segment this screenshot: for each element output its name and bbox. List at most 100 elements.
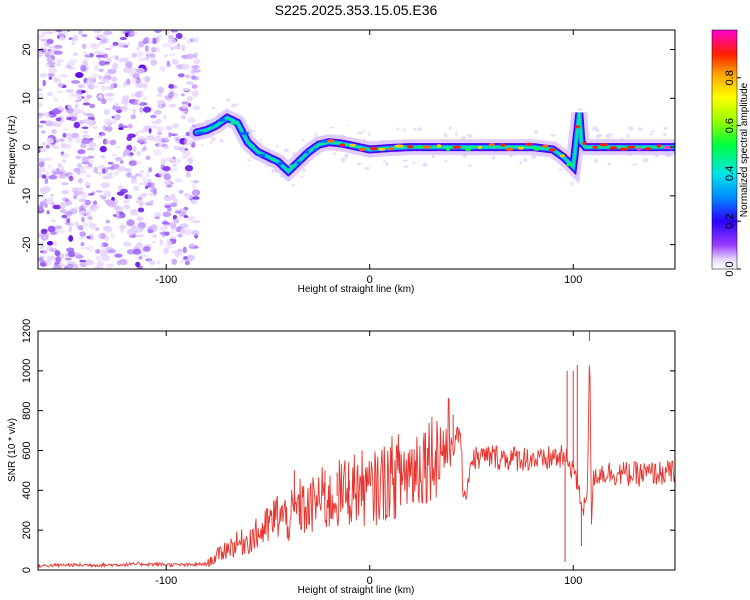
noise-blob	[80, 246, 89, 250]
noise-blob	[168, 131, 172, 138]
noise-blob	[259, 139, 263, 142]
noise-blob	[211, 106, 216, 109]
noise-blob	[161, 221, 169, 225]
y-tick-label: 10	[21, 92, 33, 104]
ridge-hotspot	[277, 162, 283, 166]
noise-blob	[156, 93, 163, 98]
noise-blob	[157, 135, 161, 140]
noise-blob	[169, 52, 176, 57]
noise-blob	[79, 205, 85, 212]
noise-blob	[169, 158, 176, 163]
noise-blob	[534, 130, 538, 134]
noise-blob	[443, 133, 448, 138]
noise-blob	[53, 50, 63, 55]
noise-blob	[47, 196, 54, 201]
snr-y-ticks: 0 200 400 600 800 1000 1200	[21, 319, 675, 573]
noise-blob	[50, 255, 56, 260]
noise-blob	[57, 82, 64, 88]
noise-blob	[118, 127, 124, 130]
noise-blob	[383, 160, 386, 163]
noise-blob	[54, 44, 63, 49]
noise-blob	[654, 155, 660, 157]
noise-blob	[161, 43, 171, 48]
noise-blob	[113, 102, 119, 107]
noise-blob	[119, 258, 128, 266]
noise-blob	[44, 31, 54, 35]
noise-blob	[45, 120, 54, 127]
noise-blob	[95, 205, 100, 209]
noise-blob	[44, 203, 48, 208]
noise-blob	[46, 57, 54, 63]
noise-blob	[184, 165, 194, 172]
ridge-hotspot	[500, 143, 506, 147]
noise-blob	[144, 45, 149, 52]
noise-blob	[131, 52, 138, 58]
noise-blob	[76, 224, 83, 230]
noise-blob	[159, 65, 166, 72]
noise-blob	[67, 250, 76, 258]
noise-blob	[38, 34, 43, 40]
noise-blob	[73, 52, 78, 56]
noise-blob	[107, 161, 114, 165]
snr-plot-area	[38, 331, 675, 570]
noise-blob	[136, 46, 140, 51]
noise-blob	[38, 172, 43, 179]
colorbar-frame	[711, 29, 738, 270]
noise-blob	[163, 114, 167, 120]
noise-blob	[71, 80, 81, 84]
noise-blob	[124, 58, 128, 64]
noise-blob	[38, 157, 45, 163]
noise-blob	[117, 208, 121, 212]
ridge-hotspot	[488, 143, 495, 147]
y-tick-label: -20	[21, 237, 33, 253]
noise-blob	[75, 99, 79, 103]
noise-blob	[558, 168, 564, 171]
noise-blob	[192, 69, 201, 73]
noise-blob	[190, 179, 194, 184]
noise-blob	[609, 133, 613, 135]
noise-blob	[58, 35, 65, 41]
noise-blob	[93, 50, 101, 55]
noise-blob	[86, 113, 95, 118]
noise-blob	[42, 250, 48, 254]
noise-blob	[178, 189, 184, 194]
noise-blob	[211, 136, 216, 141]
noise-blob	[115, 145, 120, 149]
noise-blob	[184, 74, 191, 79]
noise-blob	[141, 77, 148, 81]
ridge-hotspot	[288, 164, 296, 168]
noise-blob	[110, 232, 115, 239]
noise-blob	[131, 175, 137, 180]
noise-blob	[163, 179, 170, 186]
noise-blob	[46, 241, 54, 246]
noise-blob	[127, 123, 133, 129]
noise-blob	[264, 165, 267, 168]
noise-blob	[455, 131, 458, 136]
spectrogram-y-ticks: -20 -10 0 10 20	[21, 43, 675, 253]
noise-blob	[175, 217, 182, 221]
noise-blob	[651, 130, 654, 133]
noise-blob	[120, 226, 124, 233]
noise-blob	[84, 199, 91, 206]
noise-blob	[333, 152, 337, 155]
noise-blob	[97, 42, 104, 46]
noise-blob	[170, 193, 176, 201]
noise-blob	[40, 38, 49, 42]
noise-blob	[164, 244, 174, 249]
ridge-hotspot	[582, 141, 587, 145]
noise-blob	[550, 134, 557, 137]
noise-blob	[95, 227, 100, 231]
noise-blob	[183, 256, 188, 260]
noise-blob	[151, 124, 158, 129]
noise-blob	[55, 256, 61, 263]
noise-blob	[168, 83, 174, 89]
ridge-hotspot	[525, 142, 533, 146]
ridge-hotspot	[626, 145, 636, 149]
ridge-hotspot	[548, 148, 557, 152]
noise-blob	[107, 249, 117, 254]
noise-blob	[192, 105, 201, 111]
noise-blob	[100, 195, 107, 200]
y-tick-label: -10	[21, 188, 33, 204]
noise-blob	[154, 30, 162, 34]
noise-blob	[86, 185, 90, 189]
